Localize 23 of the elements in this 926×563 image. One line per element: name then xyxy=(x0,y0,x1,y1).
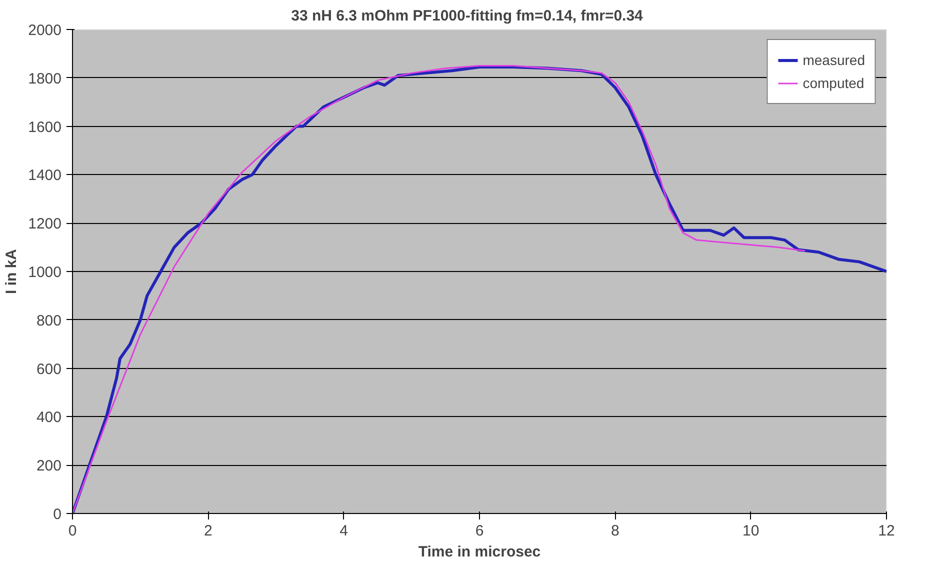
y-tick-label: 1600 xyxy=(28,118,62,136)
legend-label: measured xyxy=(802,52,865,68)
y-tick-label: 2000 xyxy=(28,22,62,39)
x-tick-label: 12 xyxy=(878,522,895,540)
legend-label: computed xyxy=(802,75,864,91)
y-tick-label: 1000 xyxy=(28,264,62,281)
x-axis-title: Time in microsec xyxy=(418,544,541,560)
y-tick-label: 400 xyxy=(36,409,62,426)
x-tick-label: 2 xyxy=(204,522,212,540)
y-axis-title: I in kA xyxy=(3,248,20,294)
x-tick-label: 8 xyxy=(610,522,620,540)
y-tick-label: 0 xyxy=(53,506,62,523)
y-tick-label: 1800 xyxy=(28,70,62,88)
y-tick-label: 600 xyxy=(36,360,62,378)
x-tick-label: 0 xyxy=(68,522,77,540)
x-tick-label: 10 xyxy=(742,522,760,540)
x-tick-label: 6 xyxy=(475,522,484,540)
x-tick-label: 4 xyxy=(340,522,348,540)
y-tick-label: 1400 xyxy=(28,167,62,184)
y-tick-label: 800 xyxy=(36,312,62,330)
y-tick-label: 1200 xyxy=(28,216,62,233)
y-tick-label: 200 xyxy=(36,458,62,475)
chart-title: 33 nH 6.3 mOhm PF1000-fitting fm=0.14, fmr=0.34 xyxy=(291,8,644,24)
